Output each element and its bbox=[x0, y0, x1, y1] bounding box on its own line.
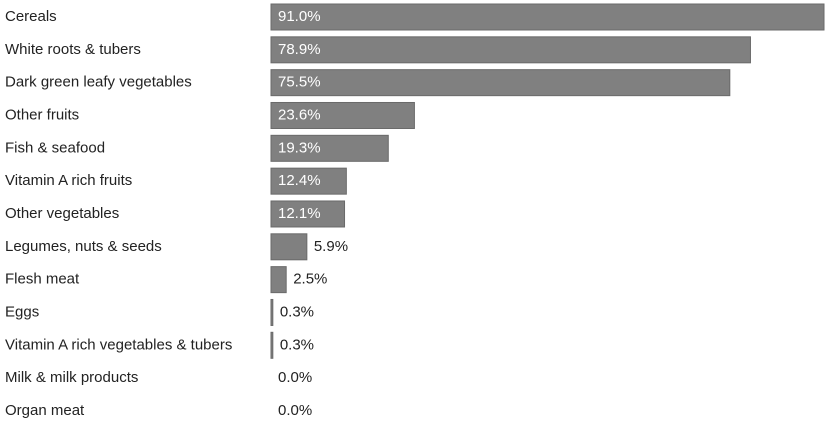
value-label: 91.0% bbox=[278, 8, 321, 25]
bar bbox=[270, 3, 825, 31]
bar bbox=[270, 69, 731, 97]
category-label: Vitamin A rich vegetables & tubers bbox=[5, 336, 232, 353]
value-label: 78.9% bbox=[278, 41, 321, 58]
bar bbox=[270, 298, 274, 326]
bar bbox=[270, 36, 751, 64]
value-label: 2.5% bbox=[293, 271, 327, 288]
value-label: 0.0% bbox=[278, 369, 312, 386]
bar bbox=[270, 331, 274, 359]
bar bbox=[270, 101, 415, 129]
value-label: 0.0% bbox=[278, 402, 312, 419]
bar bbox=[270, 266, 287, 294]
category-label: Legumes, nuts & seeds bbox=[5, 238, 162, 255]
value-label: 0.3% bbox=[280, 336, 314, 353]
category-label: Dark green leafy vegetables bbox=[5, 74, 192, 91]
category-label: Flesh meat bbox=[5, 271, 80, 288]
value-label: 12.1% bbox=[278, 205, 321, 222]
value-label: 19.3% bbox=[278, 139, 321, 156]
category-label: Eggs bbox=[5, 303, 39, 320]
bar bbox=[270, 167, 347, 195]
value-label: 0.3% bbox=[280, 303, 314, 320]
category-label: Cereals bbox=[5, 8, 57, 25]
value-label: 75.5% bbox=[278, 74, 321, 91]
bar bbox=[270, 134, 389, 162]
bar bbox=[270, 200, 346, 228]
value-label: 23.6% bbox=[278, 106, 321, 123]
category-label: White roots & tubers bbox=[5, 41, 141, 58]
value-label: 12.4% bbox=[278, 172, 321, 189]
bar bbox=[270, 233, 308, 261]
category-label: Fish & seafood bbox=[5, 139, 105, 156]
category-label: Vitamin A rich fruits bbox=[5, 172, 132, 189]
value-label: 5.9% bbox=[314, 238, 348, 255]
category-label: Other vegetables bbox=[5, 205, 119, 222]
category-label: Other fruits bbox=[5, 106, 79, 123]
category-label: Milk & milk products bbox=[5, 369, 138, 386]
category-label: Organ meat bbox=[5, 402, 85, 419]
